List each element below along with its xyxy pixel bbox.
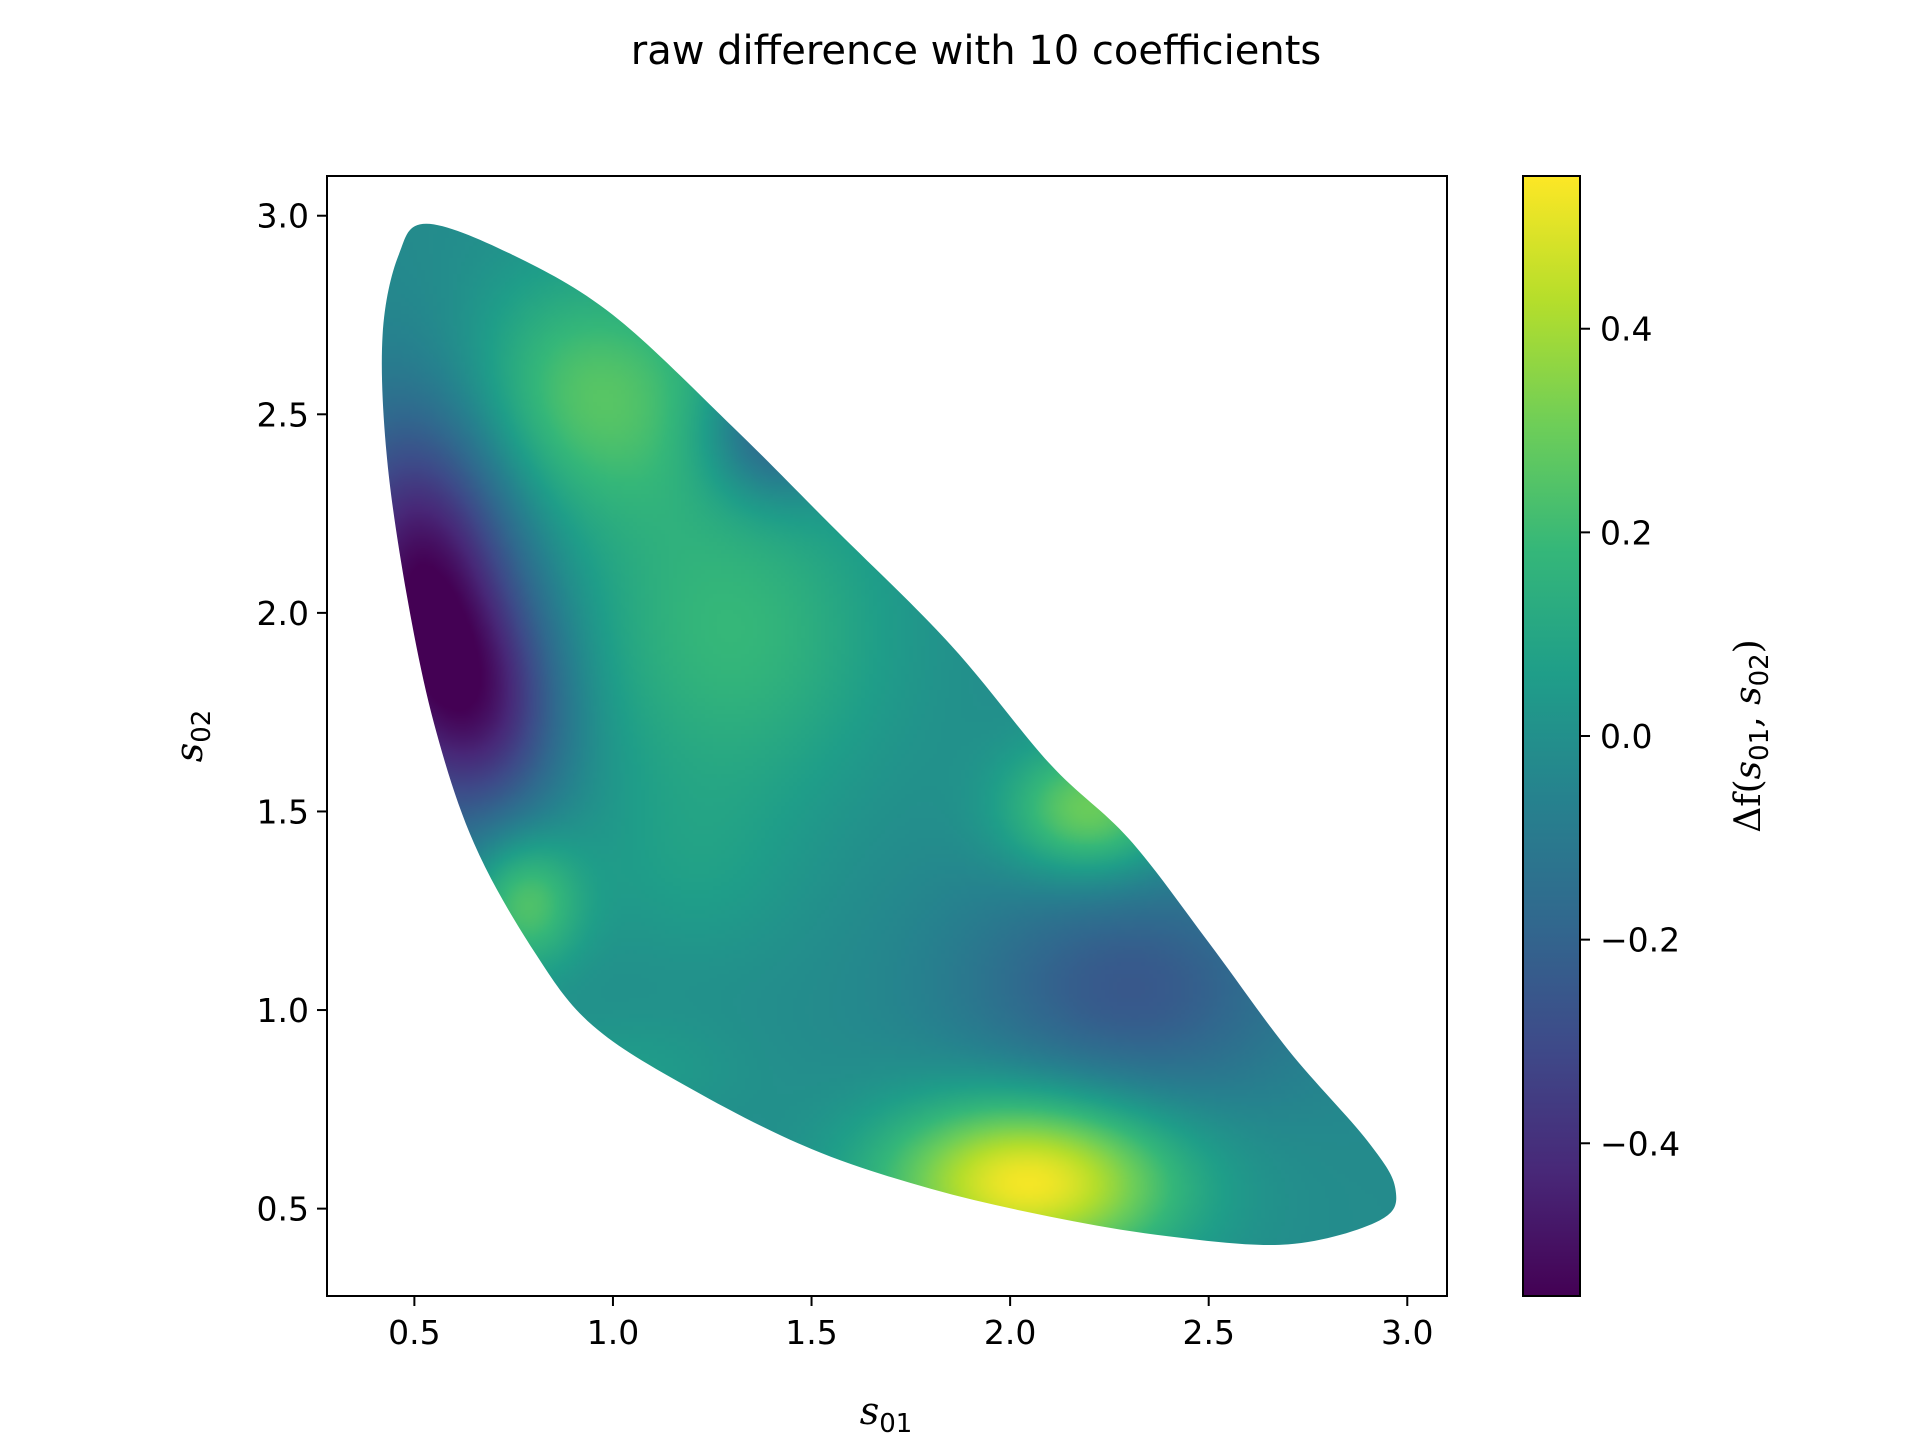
y-tick-label: 1.0 xyxy=(257,991,309,1030)
colorbar-tick-label: −0.2 xyxy=(1600,921,1680,960)
y-tick-label: 0.5 xyxy=(257,1190,309,1229)
colorbar-label: Δf(s01, s02) xyxy=(1728,639,1775,832)
colorbar-label-a-sub: 01 xyxy=(1745,728,1775,761)
y-axis-label: s02 xyxy=(167,710,217,763)
y-tick-label: 2.0 xyxy=(257,594,309,633)
y-tick-label: 1.5 xyxy=(257,792,309,831)
x-axis: 0.5 1.0 1.5 2.0 2.5 3.0 xyxy=(388,1296,1434,1352)
heatmap-region xyxy=(381,223,1397,1246)
y-axis-label-base: s xyxy=(167,743,211,763)
x-tick-label: 1.5 xyxy=(785,1313,837,1352)
y-axis: 0.5 1.0 1.5 2.0 2.5 3.0 xyxy=(257,197,327,1229)
colorbar-tick-label: 0.0 xyxy=(1600,717,1652,756)
x-tick-label: 1.0 xyxy=(587,1313,639,1352)
x-tick-label: 2.5 xyxy=(1182,1313,1234,1352)
colorbar-tick-label: −0.4 xyxy=(1600,1124,1680,1163)
colorbar-axis: −0.4 −0.2 0.0 0.2 0.4 xyxy=(1580,310,1680,1163)
y-axis-label-sub: 02 xyxy=(187,710,217,743)
x-axis-label-sub: 01 xyxy=(879,1409,912,1439)
colorbar-tick-label: 0.2 xyxy=(1600,513,1652,552)
colorbar-label-suffix: ) xyxy=(1728,639,1769,653)
chart-title: raw difference with 10 coefficients xyxy=(631,28,1321,74)
colorbar-label-b-sub: 02 xyxy=(1745,653,1775,686)
x-axis-label-base: s xyxy=(860,1389,880,1433)
colorbar-label-sep: , xyxy=(1728,705,1769,728)
y-tick-label: 2.5 xyxy=(257,395,309,434)
colorbar-gradient xyxy=(1522,175,1581,1297)
y-tick-label: 3.0 xyxy=(257,197,309,236)
x-tick-label: 2.0 xyxy=(984,1313,1036,1352)
colorbar-label-b: s xyxy=(1728,686,1769,704)
plot-area: 0.5 1.0 1.5 2.0 2.5 3.0 0.5 1.0 1.5 2.0 2.5 3.0 xyxy=(257,175,1448,1352)
x-tick-label: 0.5 xyxy=(388,1313,440,1352)
colorbar-tick-label: 0.4 xyxy=(1600,310,1652,349)
x-tick-label: 3.0 xyxy=(1381,1313,1433,1352)
colorbar-label-prefix: Δf( xyxy=(1728,779,1769,832)
plot-frame xyxy=(326,175,1448,1297)
colorbar: −0.4−0.20.00.20.4 Δf(s01, s02) xyxy=(1522,175,1775,1297)
x-axis-label: s01 xyxy=(860,1389,913,1439)
colorbar-label-a: s xyxy=(1728,761,1769,779)
